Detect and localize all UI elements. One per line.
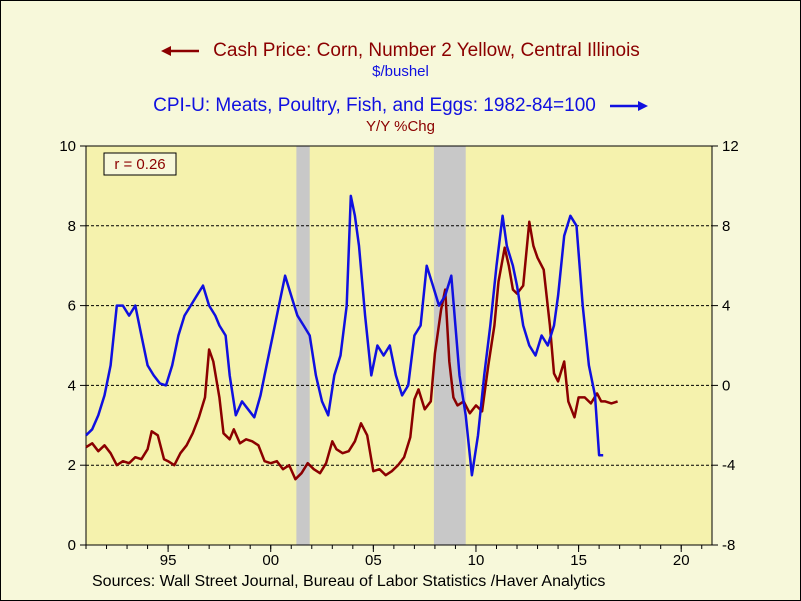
y-left-tick-label-6: 6 xyxy=(68,298,76,315)
recession-band-1 xyxy=(433,146,466,545)
y-right-tick-label--4: -4 xyxy=(722,457,735,474)
plot-border xyxy=(85,145,713,546)
annotation-box xyxy=(103,152,177,176)
left-arrow-icon xyxy=(161,44,201,58)
recession-band-0 xyxy=(296,146,310,545)
y-left-tick-label-0: 0 xyxy=(68,537,76,554)
title-left-series: Cash Price: Corn, Number 2 Yellow, Centr… xyxy=(0,40,801,62)
series-line-corn-price xyxy=(85,220,618,481)
y-right-tick-label-8: 8 xyxy=(722,218,730,235)
y-right-tick-label-0: 0 xyxy=(722,377,730,394)
y-left-tick-label-2: 2 xyxy=(68,457,76,474)
y-right-tick-label--8: -8 xyxy=(722,537,735,554)
x-tick-label-95: 95 xyxy=(160,552,177,569)
plot-area xyxy=(86,146,712,545)
source-note: Sources: Wall Street Journal, Bureau of … xyxy=(92,573,606,590)
y-left-tick-label-10: 10 xyxy=(59,138,76,155)
title-right-series: CPI-U: Meats, Poultry, Fish, and Eggs: 1… xyxy=(0,95,801,117)
x-tick-label-00: 00 xyxy=(262,552,279,569)
y-left-tick-label-8: 8 xyxy=(68,218,76,235)
title-right-text: CPI-U: Meats, Poultry, Fish, and Eggs: 1… xyxy=(153,95,596,116)
unit-right: Y/Y %Chg xyxy=(366,118,435,135)
x-tick-label-20: 20 xyxy=(673,552,690,569)
x-tick-label-05: 05 xyxy=(365,552,382,569)
y-left-tick-label-4: 4 xyxy=(68,377,76,394)
series-line-cpi-meats xyxy=(85,194,604,477)
x-tick-label-15: 15 xyxy=(570,552,587,569)
y-right-tick-label-4: 4 xyxy=(722,298,730,315)
x-tick-label-10: 10 xyxy=(468,552,485,569)
title-left-text: Cash Price: Corn, Number 2 Yellow, Centr… xyxy=(213,40,640,61)
right-arrow-icon xyxy=(608,99,648,113)
annotation-text: r = 0.26 xyxy=(114,156,165,173)
unit-left: $/bushel xyxy=(372,63,429,80)
y-right-tick-label-12: 12 xyxy=(722,138,739,155)
